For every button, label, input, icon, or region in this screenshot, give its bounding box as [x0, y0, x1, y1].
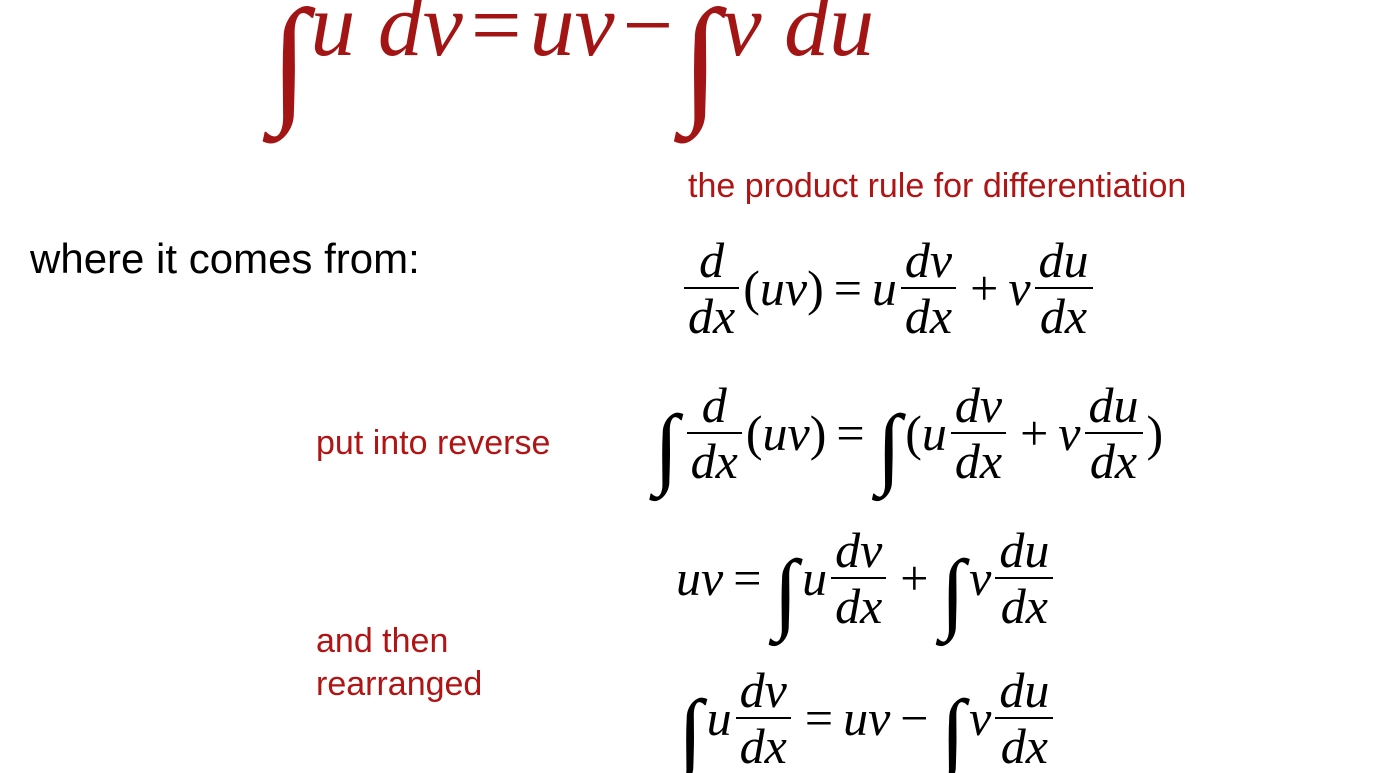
integral-icon: ∫	[877, 425, 902, 470]
frac-du-dx: dudx	[995, 525, 1053, 631]
equation-final-rearranged: ∫ u dvdx = uv − ∫ v dudx	[676, 665, 1057, 771]
lparen: (	[743, 259, 760, 317]
frac-dv-dx: dvdx	[951, 380, 1006, 486]
integral-icon: ∫	[940, 710, 965, 755]
rparen: )	[807, 259, 824, 317]
plus: +	[1010, 404, 1058, 462]
lparen: (	[746, 404, 763, 462]
frac-dv-dx: dvdx	[831, 525, 886, 631]
label-rearranged-line2: rearranged	[316, 665, 482, 703]
top-rhs: v du	[722, 0, 874, 77]
u: u	[707, 689, 732, 747]
equation-uv-equals-sum: uv = ∫ u dvdx + ∫ v dudx	[676, 525, 1057, 631]
uv: uv	[760, 259, 807, 317]
integral-icon: ∫	[654, 425, 679, 470]
v: v	[969, 549, 991, 607]
plus: +	[960, 259, 1008, 317]
v: v	[1008, 259, 1030, 317]
label-product-rule: the product rule for differentiation	[688, 165, 1186, 208]
minus: −	[890, 689, 938, 747]
uv: uv	[763, 404, 810, 462]
integral-icon: ∫	[773, 570, 798, 615]
label-and-then-rearranged: and then rearranged	[316, 620, 482, 705]
integral-icon: ∫	[678, 710, 703, 755]
equation-product-rule: ddx ( uv ) = u dvdx + v dudx	[680, 235, 1097, 341]
equation-integrate-both-sides: ∫ ddx ( uv ) = ∫ ( u dvdx + v dudx )	[652, 380, 1163, 486]
plus: +	[890, 549, 938, 607]
integral-sign-left: ∫	[270, 18, 308, 102]
top-minus: −	[615, 0, 682, 77]
uv: uv	[843, 689, 890, 747]
rparen: )	[1147, 404, 1164, 462]
label-rearranged-line1: and then	[316, 622, 448, 660]
u: u	[922, 404, 947, 462]
frac-d-dx: ddx	[684, 235, 739, 341]
v: v	[1058, 404, 1080, 462]
frac-du-dx: dudx	[995, 665, 1053, 771]
top-mid: uv	[530, 0, 615, 77]
u: u	[802, 549, 827, 607]
equals: =	[723, 549, 771, 607]
equals: =	[824, 259, 872, 317]
formula-integration-by-parts: ∫ u dv = uv − ∫ v du	[270, 0, 874, 83]
top-equals-1: =	[463, 0, 530, 77]
frac-d-dx: ddx	[687, 380, 742, 486]
frac-dv-dx: dvdx	[901, 235, 956, 341]
equals: =	[795, 689, 843, 747]
top-lhs: u dv	[310, 0, 462, 77]
label-put-into-reverse: put into reverse	[316, 422, 550, 465]
v: v	[969, 689, 991, 747]
lparen: (	[905, 404, 922, 462]
integral-icon: ∫	[940, 570, 965, 615]
rparen: )	[810, 404, 827, 462]
u: u	[872, 259, 897, 317]
integral-sign-right: ∫	[681, 18, 719, 102]
label-where-it-comes-from: where it comes from:	[30, 235, 420, 283]
frac-du-dx: dudx	[1035, 235, 1093, 341]
uv: uv	[676, 549, 723, 607]
frac-du-dx: dudx	[1085, 380, 1143, 486]
frac-dv-dx: dvdx	[736, 665, 791, 771]
equals: =	[826, 404, 874, 462]
